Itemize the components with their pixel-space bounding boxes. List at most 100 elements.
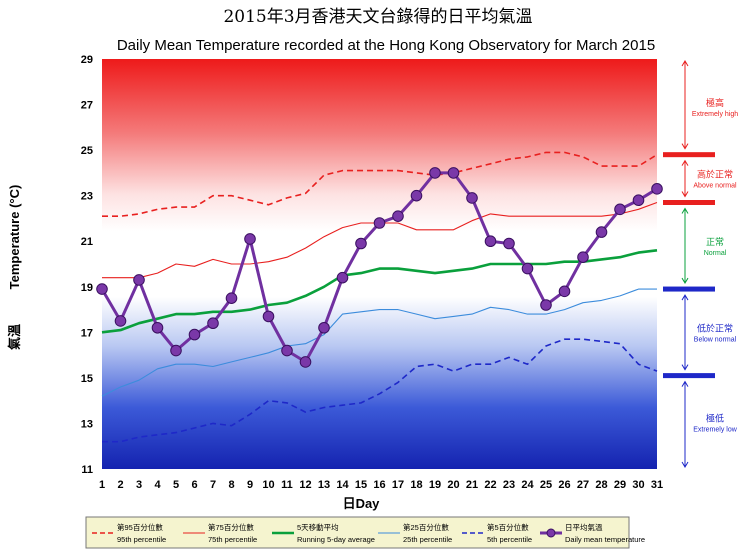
data-point [429, 167, 441, 179]
x-tick-label: 8 [228, 479, 234, 491]
x-tick-label: 18 [410, 479, 422, 491]
x-tick-label: 1 [99, 479, 105, 491]
threshold-marker [663, 200, 715, 205]
legend-marker [546, 528, 556, 538]
arrow-head [681, 143, 689, 150]
data-point [188, 328, 201, 341]
category-label-bg [689, 412, 737, 435]
data-point [614, 203, 626, 216]
legend-label: 95th percentile [117, 535, 166, 544]
y-axis-ticks: 11 13 15 17 19 21 23 25 27 29 [81, 54, 93, 476]
x-axis-ticks: 1 2 3 4 5 6 7 8 9 10 11 12 13 14 15 16 17 18 19 20 21 22 23 24 2… [99, 479, 663, 491]
series-line-0 [102, 151, 658, 217]
x-tick-label: 26 [558, 479, 570, 491]
x-tick-label: 16 [373, 479, 385, 491]
category-label-zh: 高於正常 [697, 169, 733, 180]
y-axis-label: Temperature (°C) [7, 185, 22, 290]
y-tick-label: 19 [81, 282, 93, 294]
x-tick-label: 27 [577, 479, 589, 491]
y-tick-label: 17 [81, 327, 93, 339]
data-point [577, 251, 589, 263]
x-tick-label: 29 [614, 479, 626, 491]
series-line-2 [101, 249, 658, 334]
legend-label-zh: 第95百分位數 [117, 522, 163, 532]
data-point [151, 321, 164, 334]
data-point [651, 183, 663, 195]
data-point [558, 285, 571, 298]
data-point [355, 237, 367, 250]
data-point [170, 344, 182, 357]
x-tick-label: 4 [154, 479, 161, 491]
series-line-3 [101, 288, 657, 397]
arrow-head [681, 364, 689, 371]
x-tick-label: 2 [117, 479, 123, 491]
data-point [540, 299, 552, 311]
x-tick-label: 31 [651, 479, 663, 491]
category-label: Extremely low [693, 426, 738, 433]
category-annotations: 極高 Extremely high 高於正常 Above normal 正常 Normal… [663, 60, 738, 468]
y-tick-label: 25 [81, 145, 93, 157]
x-tick-label: 23 [503, 479, 515, 491]
legend-label-zh: 第25百分位數 [403, 522, 449, 532]
threshold-marker [663, 373, 715, 379]
arrow-head [681, 461, 689, 468]
data-point [521, 262, 534, 275]
x-tick-label: 20 [447, 479, 459, 491]
x-tick-label: 17 [392, 479, 404, 491]
data-point [373, 217, 386, 229]
legend-box [85, 516, 630, 549]
data-point [503, 237, 515, 250]
data-point [336, 271, 349, 284]
x-tick-label: 13 [318, 479, 330, 491]
data-point [225, 292, 238, 304]
category-label: Extremely high [692, 111, 738, 118]
y-tick-label: 15 [81, 373, 93, 385]
y-tick-label: 13 [81, 418, 93, 430]
x-tick-label: 22 [484, 479, 496, 491]
data-point [96, 283, 108, 295]
x-tick-label: 6 [191, 479, 197, 491]
data-point [207, 317, 219, 330]
arrow-head [681, 159, 689, 166]
legend-label-zh: 第75百分位數 [208, 522, 254, 532]
x-tick-label: 28 [595, 479, 607, 491]
category-label: Normal [704, 250, 727, 257]
data-point [466, 192, 478, 204]
category-label-bg [689, 322, 737, 345]
legend: 第95百分位數 95th percentile 第75百分位數 75th percen… [92, 522, 645, 544]
legend-label: 5th percentile [487, 535, 532, 544]
arrow-head [681, 277, 689, 285]
x-tick-label: 19 [429, 479, 441, 491]
data-point [244, 233, 256, 245]
x-tick-label: 30 [632, 479, 644, 491]
x-tick-label: 7 [210, 479, 216, 491]
category-label: Above normal [693, 183, 737, 190]
x-tick-label: 15 [355, 479, 367, 491]
y-tick-label: 29 [81, 54, 93, 66]
y-tick-label: 23 [81, 191, 93, 203]
legend-label: Daily mean temperature [565, 535, 645, 544]
x-tick-label: 14 [336, 479, 349, 491]
data-point [281, 344, 293, 357]
arrow-head [681, 191, 689, 198]
legend-label: 75th percentile [208, 535, 257, 544]
data-point [133, 274, 145, 286]
category-label-bg [689, 235, 737, 258]
y-axis-label-zh: 氣溫 [7, 324, 22, 350]
x-tick-label: 5 [173, 479, 179, 491]
legend-label-zh: 5天移動平均 [297, 522, 339, 532]
data-point [114, 315, 127, 327]
category-label-zh: 低於正常 [697, 322, 733, 333]
category-label-bg [689, 96, 737, 119]
y-tick-label: 11 [81, 464, 93, 476]
y-axis-label-group: 氣溫 Temperature (°C) [7, 185, 22, 350]
threshold-marker [663, 152, 715, 158]
data-point [632, 194, 645, 207]
data-point [595, 226, 608, 238]
x-tick-label: 25 [540, 479, 552, 491]
legend-label: 25th percentile [403, 535, 452, 544]
data-point [392, 210, 404, 222]
arrow-head [681, 380, 689, 387]
arrow-head [681, 294, 689, 301]
